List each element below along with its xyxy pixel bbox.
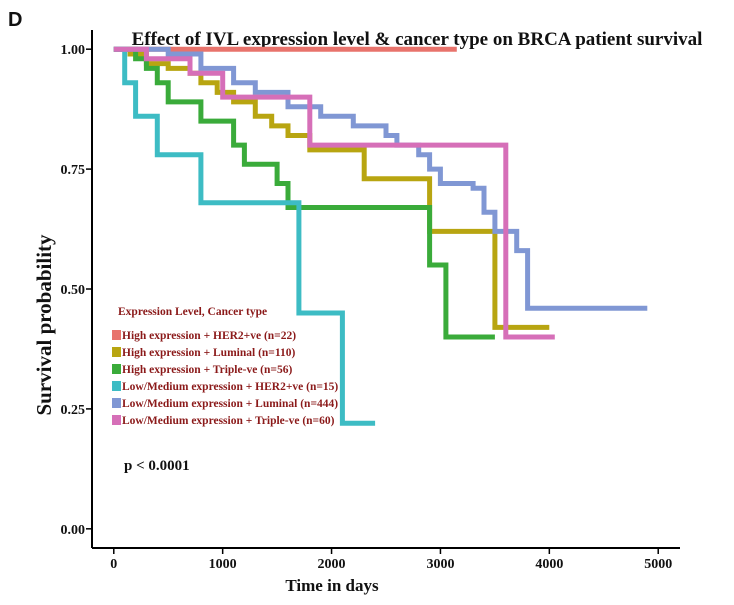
series-line-6 [113,46,555,340]
y-tick-label: 0.25 [61,403,86,418]
legend-swatch [112,398,121,408]
legend-title: Expression Level, Cancer type [118,306,267,318]
plot-lines [113,46,648,426]
y-axis-label: Survival probability [32,234,56,416]
x-tick-label: 4000 [535,557,563,572]
series-line-2 [113,46,550,330]
series-line-5 [113,46,648,311]
x-tick-label: 3000 [426,557,454,572]
legend-entry: High expression + Triple-ve (n=56) [122,364,292,376]
y-tick-label: 0.50 [61,283,86,298]
y-tick-label: 0.00 [61,523,86,538]
x-tick-label: 5000 [644,557,672,572]
legend: High expression + HER2+ve (n=22) High exp… [112,330,338,427]
x-axis-label: Time in days [285,576,379,595]
x-tick-label: 2000 [318,557,346,572]
legend-entry: High expression + HER2+ve (n=22) [122,330,296,342]
legend-entry: Low/Medium expression + Triple-ve (n=60) [122,415,335,427]
x-ticks: 0 1000 2000 3000 4000 5000 [110,548,672,572]
chart-title: Effect of IVL expression level & cancer … [132,29,703,50]
y-tick-label: 1.00 [61,43,86,58]
y-tick-label: 0.75 [61,163,86,178]
legend-swatch [112,364,121,374]
legend-swatch [112,381,121,391]
legend-entry: High expression + Luminal (n=110) [122,347,295,359]
legend-swatch [112,347,121,357]
legend-swatch [112,330,121,340]
series-line-3 [113,46,495,340]
panel-label: D [8,9,22,31]
x-tick-label: 0 [110,557,117,572]
legend-entry: Low/Medium expression + HER2+ve (n=15) [122,381,338,393]
p-value-annotation: p < 0.0001 [124,458,190,474]
legend-entry: Low/Medium expression + Luminal (n=444) [122,398,338,410]
legend-swatch [112,415,121,425]
y-ticks: 0.00 0.25 0.50 0.75 1.00 [61,43,92,538]
series-line-4 [113,46,376,426]
x-tick-label: 1000 [209,557,237,572]
